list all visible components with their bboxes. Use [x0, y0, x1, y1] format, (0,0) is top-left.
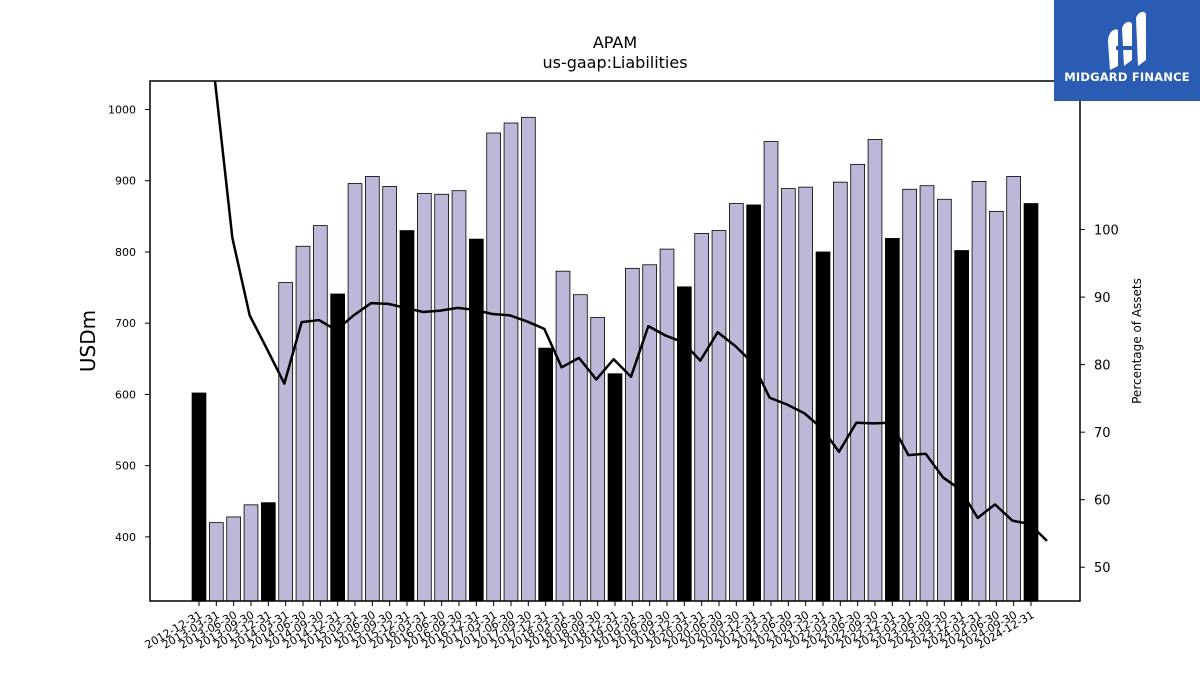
bar-2022-03-31	[833, 181, 848, 602]
left-y-tick-label: 400	[115, 531, 136, 544]
bar-2016-09-30	[451, 190, 467, 602]
bar-2017-09-30	[521, 116, 536, 602]
y-axis-label-left: USDm	[76, 310, 100, 372]
bar-2017-06-30	[503, 122, 519, 602]
bar-2013-03-31	[208, 522, 224, 602]
left-y-tick-label: 900	[115, 175, 136, 188]
bar-2020-12-31	[746, 204, 762, 602]
left-y-tick-label: 800	[115, 246, 136, 259]
percentage-of-assets-line	[213, 81, 1048, 542]
bar-2015-09-30	[382, 186, 398, 602]
bar-2016-03-31	[416, 193, 432, 602]
bar-2015-12-31	[399, 230, 415, 602]
bar-2019-03-31	[625, 267, 640, 602]
bar-2021-09-30	[798, 186, 814, 602]
bar-2013-12-31	[260, 502, 276, 602]
bar-2018-12-31	[607, 373, 623, 602]
right-y-axis: 50 60 70 80 90 100	[1080, 224, 1119, 576]
bar-2024-06-30	[989, 210, 1004, 602]
left-y-tick-label: 700	[115, 317, 136, 330]
bar-2019-09-30	[659, 248, 675, 602]
right-y-tick-label: 90	[1094, 291, 1111, 306]
bar-2024-09-30	[1006, 176, 1022, 602]
chart-title: APAM	[593, 33, 637, 52]
bar-2023-12-31	[954, 250, 970, 602]
bar-2019-06-30	[642, 264, 658, 602]
bar-2015-06-30	[364, 176, 380, 602]
bar-2020-09-30	[729, 203, 744, 602]
bar-2022-06-30	[850, 163, 866, 602]
bar-2023-06-30	[919, 185, 935, 602]
bar-2023-09-30	[937, 198, 952, 602]
right-y-tick-label: 80	[1094, 359, 1111, 374]
bar-2014-03-31	[278, 282, 294, 602]
line-series	[213, 81, 1048, 542]
bar-2018-06-30	[573, 294, 588, 602]
right-y-tick-label: 100	[1094, 224, 1119, 239]
bar-2023-03-31	[902, 188, 918, 602]
left-y-tick-label: 600	[115, 388, 136, 401]
bar-2014-09-30	[312, 225, 328, 602]
right-y-tick-label: 70	[1094, 426, 1111, 441]
bar-2013-09-30	[243, 504, 259, 602]
bar-2015-03-31	[347, 183, 363, 602]
brand-name: MIDGARD FINANCE	[1064, 70, 1190, 84]
bar-2022-12-31	[885, 238, 900, 602]
bar-2014-12-31	[330, 293, 346, 602]
left-y-tick-label: 1000	[108, 103, 136, 116]
bar-2014-06-30	[295, 245, 311, 602]
midgard-finance-logo: MIDGARD FINANCE	[1054, 0, 1200, 101]
left-y-axis: 400 500 600 700 800 900 1000	[108, 103, 150, 544]
bar-2021-06-30	[781, 188, 796, 602]
bar-2018-09-30	[590, 317, 606, 602]
bar-2021-03-31	[763, 141, 779, 602]
right-y-tick-label: 60	[1094, 494, 1111, 509]
left-y-tick-label: 500	[115, 460, 136, 473]
bar-2024-12-31	[1023, 203, 1039, 602]
bar-2017-03-31	[486, 132, 502, 602]
bar-2016-06-30	[434, 193, 450, 602]
x-axis: 2012-12-312013-03-312013-06-302013-09-30…	[143, 601, 1037, 652]
chart-subtitle: us-gaap:Liabilities	[542, 53, 687, 72]
bar-2016-12-31	[468, 238, 484, 602]
bar-2013-06-30	[226, 516, 242, 602]
bar-2018-03-31	[555, 270, 571, 602]
bar-2020-03-31	[694, 233, 710, 602]
midgard-logo-icon	[1108, 11, 1146, 70]
bar-2019-12-31	[677, 286, 692, 602]
bar-2017-12-31	[538, 347, 554, 602]
bar-2022-09-30	[867, 139, 883, 602]
y-axis-label-right: Percentage of Assets	[1130, 278, 1144, 404]
bar-2020-06-30	[711, 230, 727, 602]
right-y-tick-label: 50	[1094, 561, 1111, 576]
bar-2024-03-31	[971, 181, 987, 602]
bar-2012-12-31	[191, 392, 207, 602]
